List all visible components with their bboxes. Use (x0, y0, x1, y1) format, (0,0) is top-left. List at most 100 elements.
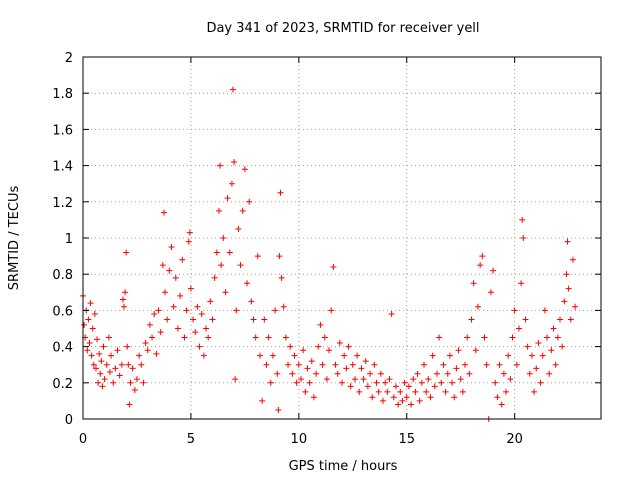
data-point (397, 388, 404, 395)
data-point (122, 289, 129, 296)
data-point (395, 401, 402, 408)
data-point (421, 361, 428, 368)
data-point (164, 316, 171, 323)
data-point (362, 358, 369, 365)
data-point (321, 334, 328, 341)
data-point (241, 166, 248, 173)
data-point (194, 303, 201, 310)
data-point (531, 388, 538, 395)
data-point (211, 274, 218, 281)
data-point (246, 198, 253, 205)
data-point (200, 352, 207, 359)
data-point (84, 347, 91, 354)
data-point (414, 370, 421, 377)
data-point (483, 361, 490, 368)
data-point (429, 352, 436, 359)
y-tick-label: 1.4 (52, 160, 73, 175)
data-point (170, 303, 177, 310)
data-point (360, 376, 367, 383)
y-tick-label: 1.8 (52, 87, 73, 102)
data-point (392, 383, 399, 390)
data-point (436, 334, 443, 341)
data-point (336, 339, 343, 346)
data-point (126, 401, 133, 408)
data-point (520, 235, 527, 241)
data-point (343, 365, 350, 372)
data-point (118, 361, 125, 368)
data-point (399, 397, 406, 404)
data-point (278, 274, 285, 281)
data-point (509, 334, 516, 341)
data-point (190, 316, 197, 323)
data-point (124, 343, 131, 350)
data-point (472, 347, 479, 354)
data-point (198, 311, 205, 318)
data-point (386, 376, 393, 383)
data-point (487, 289, 494, 296)
data-point (81, 321, 88, 328)
data-point (106, 368, 113, 375)
data-point (172, 274, 179, 281)
data-point (160, 209, 167, 216)
data-point (358, 365, 365, 372)
data-point (477, 262, 484, 269)
data-point (416, 397, 423, 404)
data-point (388, 311, 395, 318)
data-point (466, 370, 473, 377)
data-point (166, 267, 173, 274)
data-point (112, 365, 119, 372)
data-point (505, 352, 512, 359)
data-point (564, 238, 571, 245)
y-tick-label: 0 (65, 413, 73, 428)
data-point (425, 376, 432, 383)
data-point (533, 365, 540, 372)
y-tick-label: 0.6 (52, 304, 73, 319)
data-point (535, 339, 542, 346)
data-point (86, 339, 93, 346)
data-point (295, 361, 302, 368)
data-point (162, 289, 169, 296)
data-point (440, 361, 447, 368)
data-point (265, 334, 272, 341)
y-axis-label: SRMTID / TECUs (7, 186, 22, 291)
data-point (85, 316, 92, 323)
data-point (228, 180, 235, 187)
data-point (91, 311, 98, 318)
data-point (185, 238, 192, 245)
data-point (373, 379, 380, 386)
data-point (263, 361, 270, 368)
data-point (537, 379, 544, 386)
data-point (375, 388, 382, 395)
data-point (248, 298, 255, 305)
data-point (446, 352, 453, 359)
data-point (468, 316, 475, 323)
data-point (192, 329, 199, 336)
data-point (431, 383, 438, 390)
data-point (95, 379, 102, 386)
data-point (552, 361, 559, 368)
data-point (561, 298, 568, 305)
y-tick-label: 2 (65, 51, 73, 66)
data-point (110, 379, 117, 386)
data-point (479, 253, 486, 260)
data-point (89, 325, 96, 332)
data-point (138, 361, 145, 368)
data-point (317, 321, 324, 328)
grid (83, 57, 601, 419)
data-point (285, 361, 292, 368)
data-point (103, 361, 110, 368)
data-point (304, 365, 311, 372)
data-point (114, 347, 121, 354)
data-point (522, 316, 529, 323)
data-point (380, 397, 387, 404)
data-point (155, 307, 162, 314)
data-point (136, 352, 143, 359)
data-point (330, 263, 337, 270)
data-point (526, 370, 533, 377)
x-axis-label: GPS time / hours (289, 459, 398, 474)
data-point (217, 162, 224, 169)
x-tick-label: 20 (506, 432, 523, 447)
data-point (233, 307, 240, 314)
data-point (354, 352, 361, 359)
